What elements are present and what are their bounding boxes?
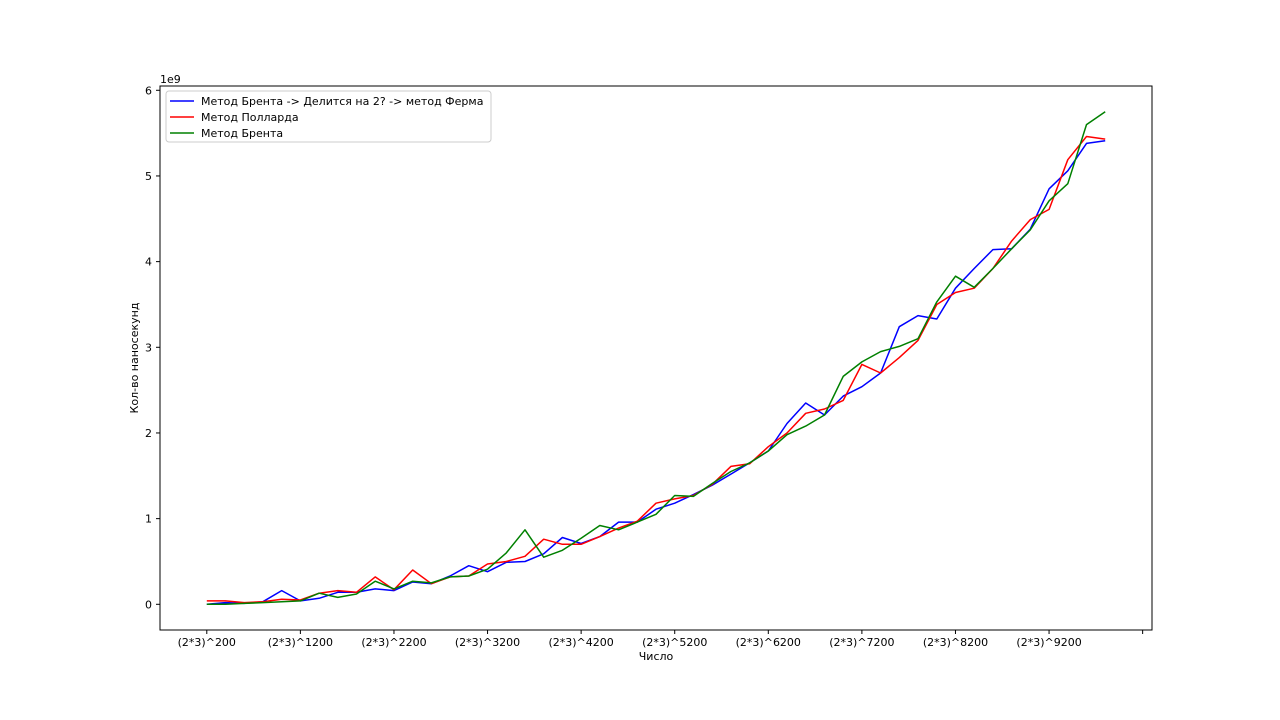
- series-line-2: [206, 135, 1106, 604]
- x-tick-label: (2*3)^7200: [829, 636, 894, 649]
- legend-label: Метод Брента: [201, 127, 283, 140]
- y-tick-label: 0: [145, 598, 152, 611]
- x-tick-label: (2*3)^9200: [1016, 636, 1081, 649]
- y-offset-label: 1e9: [160, 73, 181, 86]
- y-axis-label: Кол-во наносекунд: [128, 302, 141, 413]
- legend: Метод Брента -> Делится на 2? -> метод Ф…: [165, 90, 492, 143]
- x-tick-label: (2*3)^1200: [268, 636, 333, 649]
- y-tick-label: 4: [145, 256, 152, 269]
- y-tick-label: 2: [145, 427, 152, 440]
- legend-label: Метод Полларда: [201, 111, 299, 124]
- x-axis-label: Число: [639, 650, 674, 663]
- legend-box: [165, 90, 492, 143]
- y-tick-label: 5: [145, 170, 152, 183]
- y-tick-label: 3: [145, 341, 152, 354]
- series-line-3: [206, 111, 1106, 606]
- x-tick-label: (2*3)^5200: [642, 636, 707, 649]
- x-tick-label: (2*3)^6200: [736, 636, 801, 649]
- y-tick-label: 6: [145, 84, 152, 97]
- x-tick-label: (2*3)^8200: [923, 636, 988, 649]
- x-axis-ticks: (2*3)^200 (2*3)^1200 (2*3)^2200 (2*3)^3200 (…: [178, 630, 1144, 649]
- x-tick-label: (2*3)^4200: [548, 636, 613, 649]
- x-tick-label: (2*3)^2200: [361, 636, 426, 649]
- y-tick-label: 1: [145, 513, 152, 526]
- plot-frame: [159, 85, 1153, 631]
- series-lines: [206, 111, 1106, 606]
- y-axis-ticks: 0 1 2 3 4 5 6: [145, 84, 160, 611]
- x-tick-label: (2*3)^3200: [455, 636, 520, 649]
- legend-label: Метод Брента -> Делится на 2? -> метод Ф…: [201, 95, 483, 108]
- x-tick-label: (2*3)^200: [178, 636, 236, 649]
